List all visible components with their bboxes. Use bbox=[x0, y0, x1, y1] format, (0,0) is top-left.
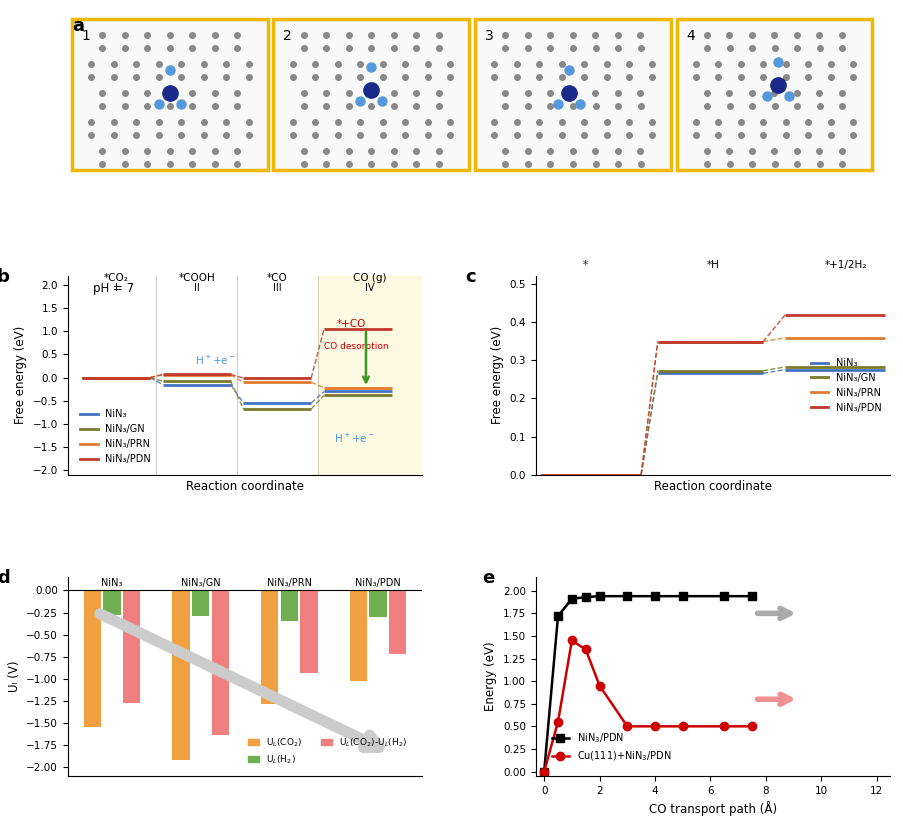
Bar bbox=[281, 590, 298, 622]
Text: 3: 3 bbox=[484, 28, 493, 42]
Y-axis label: Free energy (eV): Free energy (eV) bbox=[14, 326, 27, 424]
Text: CO desorption: CO desorption bbox=[323, 342, 388, 351]
NiN$_3$/PDN bbox=[676, 591, 687, 601]
Cu(111)+NiN$_3$/PDN bbox=[746, 721, 757, 731]
NiN$_3$/PDN bbox=[566, 594, 577, 604]
Text: *CO: *CO bbox=[266, 273, 287, 283]
Cu(111)+NiN$_3$/PDN bbox=[718, 721, 729, 731]
Text: CO (g): CO (g) bbox=[353, 273, 386, 283]
Text: II: II bbox=[193, 284, 200, 294]
Text: d: d bbox=[0, 569, 10, 587]
X-axis label: CO transport path (Å): CO transport path (Å) bbox=[648, 801, 777, 816]
Text: 1: 1 bbox=[81, 28, 90, 42]
Text: 4: 4 bbox=[685, 28, 694, 42]
Y-axis label: Energy (eV): Energy (eV) bbox=[484, 642, 497, 711]
NiN$_3$/PDN bbox=[593, 591, 604, 601]
Bar bbox=[369, 590, 386, 617]
Bar bbox=[72, 19, 267, 170]
NiN$_3$/PDN bbox=[746, 591, 757, 601]
Text: NiN₃/GN: NiN₃/GN bbox=[181, 578, 220, 588]
Text: pH = 7: pH = 7 bbox=[92, 281, 134, 295]
Text: I: I bbox=[115, 284, 117, 294]
Legend: NiN$_3$/PDN, Cu(111)+NiN$_3$/PDN: NiN$_3$/PDN, Cu(111)+NiN$_3$/PDN bbox=[547, 727, 675, 767]
Text: *+CO: *+CO bbox=[337, 319, 366, 329]
X-axis label: Reaction coordinate: Reaction coordinate bbox=[186, 481, 303, 493]
Bar bbox=[261, 590, 278, 704]
Bar bbox=[273, 19, 469, 170]
Bar bbox=[349, 590, 367, 681]
NiN$_3$/PDN bbox=[621, 591, 632, 601]
Cu(111)+NiN$_3$/PDN bbox=[580, 645, 591, 655]
Cu(111)+NiN$_3$/PDN bbox=[621, 721, 632, 731]
Text: IV: IV bbox=[365, 284, 375, 294]
Text: e: e bbox=[482, 569, 494, 587]
Cu(111)+NiN$_3$/PDN bbox=[552, 717, 563, 727]
Legend: NiN₃, NiN₃/GN, NiN₃/PRN, NiN₃/PDN: NiN₃, NiN₃/GN, NiN₃/PRN, NiN₃/PDN bbox=[76, 406, 154, 468]
Text: NiN₃: NiN₃ bbox=[101, 578, 123, 588]
Text: c: c bbox=[464, 268, 475, 286]
Text: H$^+$+e$^-$: H$^+$+e$^-$ bbox=[333, 432, 375, 445]
NiN$_3$/PDN bbox=[718, 591, 729, 601]
Bar bbox=[474, 19, 670, 170]
Line: Cu(111)+NiN$_3$/PDN: Cu(111)+NiN$_3$/PDN bbox=[539, 637, 755, 776]
Cu(111)+NiN$_3$/PDN bbox=[566, 636, 577, 646]
Bar bbox=[388, 590, 406, 654]
NiN$_3$/PDN bbox=[538, 767, 549, 777]
Bar bbox=[211, 590, 228, 735]
Bar bbox=[300, 590, 318, 672]
Cu(111)+NiN$_3$/PDN bbox=[676, 721, 687, 731]
Legend: NiN₃, NiN₃/GN, NiN₃/PRN, NiN₃/PDN: NiN₃, NiN₃/GN, NiN₃/PRN, NiN₃/PDN bbox=[805, 354, 885, 417]
Y-axis label: Uₗ (V): Uₗ (V) bbox=[7, 661, 21, 692]
Text: NiN₃/PRN: NiN₃/PRN bbox=[266, 578, 312, 588]
Cu(111)+NiN$_3$/PDN bbox=[538, 767, 549, 777]
Line: NiN$_3$/PDN: NiN$_3$/PDN bbox=[539, 592, 755, 776]
Bar bbox=[172, 590, 190, 760]
Text: a: a bbox=[72, 17, 84, 36]
Y-axis label: Free energy (eV): Free energy (eV) bbox=[490, 326, 504, 424]
Text: *CO₂: *CO₂ bbox=[104, 273, 128, 283]
Text: *: * bbox=[582, 260, 588, 270]
Bar bbox=[123, 590, 140, 703]
Cu(111)+NiN$_3$/PDN bbox=[649, 721, 660, 731]
Bar bbox=[192, 590, 209, 616]
Bar bbox=[103, 590, 121, 615]
Text: *H: *H bbox=[706, 260, 719, 270]
Text: 2: 2 bbox=[283, 28, 292, 42]
Text: *+1/2H₂: *+1/2H₂ bbox=[824, 260, 866, 270]
Legend: U$_L$(CO$_2$), U$_L$(H$_2$), U$_L$(CO$_2$)-U$_L$(H$_2$): U$_L$(CO$_2$), U$_L$(H$_2$), U$_L$(CO$_2… bbox=[245, 733, 410, 769]
Bar bbox=[317, 276, 422, 475]
Cu(111)+NiN$_3$/PDN bbox=[593, 681, 604, 691]
Text: NiN₃/PDN: NiN₃/PDN bbox=[355, 578, 401, 588]
Text: *COOH: *COOH bbox=[178, 273, 215, 283]
Bar bbox=[84, 590, 101, 727]
Text: III: III bbox=[273, 284, 282, 294]
NiN$_3$/PDN bbox=[580, 592, 591, 602]
Text: H$^+$+e$^-$: H$^+$+e$^-$ bbox=[195, 354, 237, 368]
Bar bbox=[675, 19, 871, 170]
X-axis label: Reaction coordinate: Reaction coordinate bbox=[654, 481, 771, 493]
NiN$_3$/PDN bbox=[552, 611, 563, 621]
Text: b: b bbox=[0, 268, 10, 286]
NiN$_3$/PDN bbox=[649, 591, 660, 601]
